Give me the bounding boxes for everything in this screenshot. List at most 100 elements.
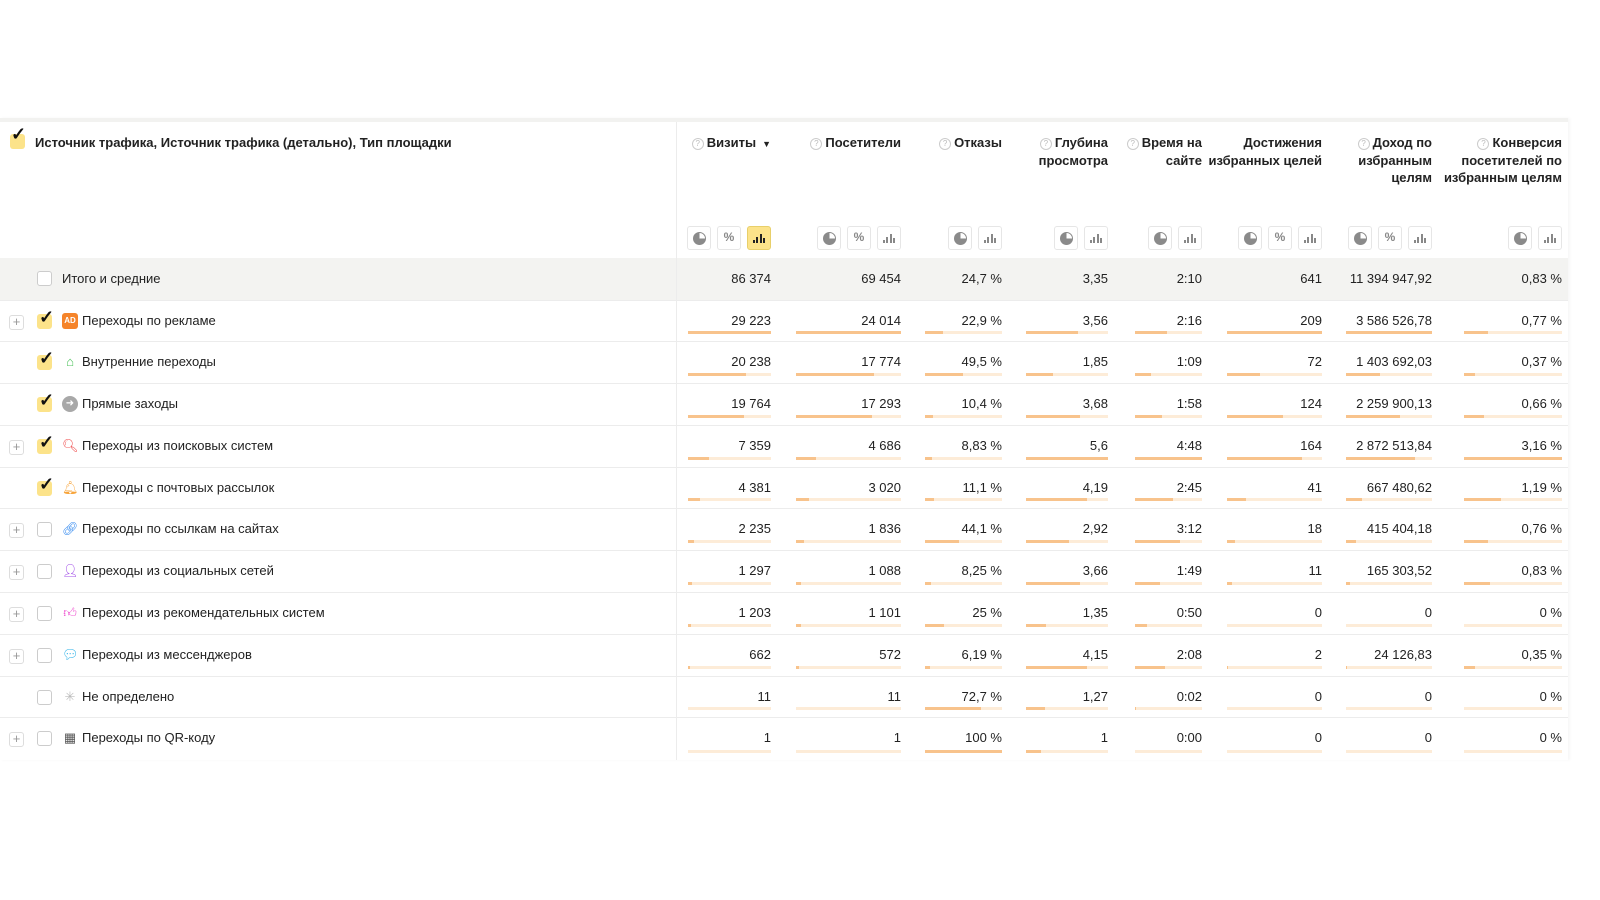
percent-view-button[interactable]: %: [1268, 226, 1292, 250]
dimension-cell[interactable]: + 🔍︎Переходы из поисковых систем: [0, 424, 677, 468]
dimension-cell[interactable]: + ▦ Переходы по QR-коду: [0, 717, 677, 760]
table-row[interactable]: ✳ Не определено 11 11 72,7 % 1,27 0:02 0 0 0 %: [0, 675, 1568, 718]
total-checkbox[interactable]: [37, 271, 52, 286]
bars-view-button[interactable]: [978, 226, 1002, 250]
expand-button[interactable]: +: [9, 439, 24, 455]
table-row[interactable]: + 👤︎ Переходы из социальных сетей 1 297 1 08…: [0, 550, 1568, 593]
pie-view-button[interactable]: [1054, 226, 1078, 250]
value-bar: [1026, 456, 1108, 460]
column-header[interactable]: ? Конверсия посетителей по избранным целя…: [1438, 122, 1568, 258]
value-bar: [796, 749, 901, 753]
row-checkbox[interactable]: [37, 390, 54, 413]
dimension-cell[interactable]: ⌂ Внутренние переходы: [0, 341, 677, 384]
dimension-cell[interactable]: + 👤︎ Переходы из социальных сетей: [0, 550, 677, 593]
help-icon[interactable]: ?: [1477, 138, 1490, 150]
bars-view-button[interactable]: [1538, 226, 1562, 250]
row-label: Переходы по ссылкам на сайтах: [82, 521, 279, 537]
dimension-cell[interactable]: + 💬︎ Переходы из мессенджеров: [0, 633, 677, 677]
value-bar-fill: [1135, 414, 1163, 418]
dimension-cell[interactable]: 🔔︎Переходы с почтовых рассылок: [0, 466, 677, 509]
help-icon[interactable]: ?: [1357, 138, 1370, 150]
pie-view-button[interactable]: [817, 226, 841, 250]
row-checkbox[interactable]: [37, 522, 52, 538]
column-header[interactable]: ? Доход по избранным целям%: [1328, 122, 1438, 258]
expand-button[interactable]: +: [9, 607, 24, 623]
pie-view-button[interactable]: [1348, 226, 1372, 250]
help-icon[interactable]: ?: [1039, 138, 1052, 150]
bars-view-button[interactable]: [1178, 226, 1202, 250]
table-row[interactable]: + 🔍︎Переходы из поисковых систем 7 359 4 68…: [0, 424, 1568, 468]
dimension-cell[interactable]: + 🔗︎ Переходы по ссылкам на сайтах: [0, 508, 677, 551]
metric-value: 2: [1314, 646, 1322, 662]
value-bar: [688, 623, 771, 627]
column-header[interactable]: Достижения избранных целей%: [1208, 122, 1328, 258]
column-header[interactable]: ? Визиты ▼%: [676, 122, 777, 258]
expand-button[interactable]: +: [9, 314, 24, 330]
row-checkbox[interactable]: [37, 307, 54, 329]
pie-view-button[interactable]: [948, 226, 972, 250]
table-row[interactable]: 🔔︎Переходы с почтовых рассылок 4 381 3 020…: [0, 466, 1568, 509]
row-checkbox[interactable]: [37, 689, 52, 705]
expand-button[interactable]: +: [9, 648, 24, 664]
value-bar: [1227, 749, 1322, 753]
table-row[interactable]: + 🔗︎ Переходы по ссылкам на сайтах 2 235 1 8…: [0, 508, 1568, 551]
value-bar: [1135, 498, 1202, 502]
value-bar: [1227, 456, 1322, 460]
row-checkbox[interactable]: [37, 474, 54, 496]
table-row[interactable]: + ▦ Переходы по QR-коду 1 1 100 % 1 0:00 0 0 0 %: [0, 717, 1568, 760]
pie-view-button[interactable]: [1508, 226, 1532, 250]
dimension-cell[interactable]: ✳ Не определено: [0, 675, 677, 718]
metric-cell: 2:16: [1114, 299, 1208, 342]
expand-button[interactable]: +: [9, 523, 24, 539]
value-bar-fill: [925, 414, 933, 418]
row-checkbox[interactable]: [37, 647, 52, 663]
column-label: Конверсия посетителей по избранным целям: [1443, 135, 1562, 185]
row-checkbox[interactable]: [37, 432, 54, 454]
column-header[interactable]: ? Глубина просмотра: [1008, 122, 1114, 258]
table-row[interactable]: ➜Прямые заходы 19 764 17 293 10,4 % 3,68 1:58…: [0, 383, 1568, 426]
metric-value: 0: [1314, 730, 1322, 746]
help-icon[interactable]: ?: [939, 138, 952, 150]
bars-view-button[interactable]: [1084, 226, 1108, 250]
dimension-cell[interactable]: ➜Прямые заходы: [0, 383, 677, 426]
metric-value: 415 404,18: [1366, 521, 1432, 537]
value-bar: [1026, 498, 1108, 502]
percent-view-button[interactable]: %: [717, 226, 741, 250]
dimension-cell[interactable]: + 👍︎ Переходы из рекомендательных систем: [0, 592, 677, 635]
percent-view-button[interactable]: %: [1378, 226, 1402, 250]
row-checkbox[interactable]: [37, 731, 52, 747]
pie-view-button[interactable]: [1148, 226, 1172, 250]
percent-view-button[interactable]: %: [847, 226, 871, 250]
help-icon[interactable]: ?: [1126, 138, 1139, 150]
metric-value: 3:12: [1176, 521, 1202, 537]
metric-value: 6,19 %: [961, 646, 1002, 662]
help-icon[interactable]: ?: [810, 138, 823, 150]
help-icon[interactable]: ?: [691, 138, 704, 150]
table-row[interactable]: + 💬︎ Переходы из мессенджеров 662 572 6,19 % 4…: [0, 633, 1568, 677]
column-header[interactable]: ? Посетители%: [777, 122, 907, 258]
expand-button[interactable]: +: [9, 565, 24, 581]
pie-chart-icon: [1243, 231, 1257, 245]
bars-view-button[interactable]: [1408, 226, 1432, 250]
bars-view-button[interactable]: [1298, 226, 1322, 250]
value-bar: [796, 582, 901, 586]
sort-desc-icon[interactable]: ▼: [762, 139, 771, 149]
dimension-header[interactable]: Источник трафика, Источник трафика (дета…: [0, 122, 677, 258]
table-row[interactable]: + 👍︎ Переходы из рекомендательных систем 1 …: [0, 592, 1568, 635]
select-all-checkbox[interactable]: [10, 126, 26, 149]
expand-button[interactable]: +: [9, 732, 24, 748]
pie-view-button[interactable]: [1238, 226, 1262, 250]
column-header[interactable]: ? Отказы: [907, 122, 1008, 258]
pie-view-button[interactable]: [687, 226, 711, 250]
column-header[interactable]: ? Время на сайте: [1114, 122, 1208, 258]
table-row[interactable]: ⌂ Внутренние переходы 20 238 17 774 49,5 % 1,…: [0, 341, 1568, 384]
row-checkbox[interactable]: [37, 348, 54, 371]
value-bar-fill: [1026, 456, 1108, 460]
row-checkbox[interactable]: [37, 564, 52, 580]
metric-cell: 0,77 %: [1438, 299, 1568, 342]
bars-view-button[interactable]: [877, 226, 901, 250]
row-checkbox[interactable]: [37, 606, 52, 622]
bars-view-button[interactable]: [747, 226, 771, 250]
